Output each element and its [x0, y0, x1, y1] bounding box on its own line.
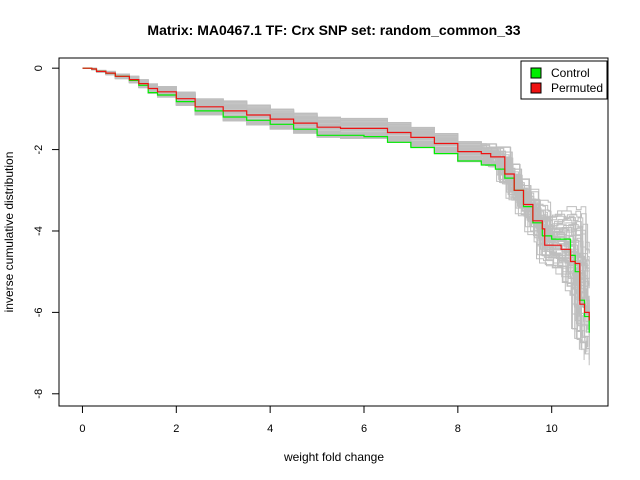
- x-axis: 0 2 4 6 8 10: [79, 405, 558, 435]
- x-tick-label: 8: [455, 423, 461, 435]
- permutation-line: [82, 67, 583, 334]
- permutation-line: [82, 67, 582, 322]
- series-line-permuted: [82, 67, 590, 321]
- legend-swatch-control: [530, 67, 542, 79]
- x-tick-label: 10: [546, 423, 558, 435]
- legend-label-control: Control: [551, 66, 590, 80]
- permutation-line: [82, 67, 590, 366]
- legend: Control Permuted: [520, 60, 608, 100]
- y-axis-label: inverse cumulative distribution: [2, 152, 16, 313]
- chart-title: Matrix: MA0467.1 TF: Crx SNP set: random…: [147, 22, 520, 38]
- legend-swatch-permuted: [530, 82, 542, 94]
- permutation-line: [82, 67, 586, 341]
- y-tick-label: -8: [33, 389, 45, 399]
- x-axis-label: weight fold change: [283, 450, 384, 464]
- legend-label-permuted: Permuted: [551, 81, 603, 95]
- permutation-line: [82, 67, 590, 351]
- x-tick-label: 4: [267, 423, 273, 435]
- y-tick-label: 0: [33, 65, 45, 71]
- x-tick-label: 6: [361, 423, 367, 435]
- permutation-line: [82, 67, 590, 348]
- permutation-line: [82, 67, 585, 360]
- permutation-line: [82, 67, 588, 334]
- permutation-line: [82, 67, 590, 354]
- y-tick-label: -6: [33, 308, 45, 318]
- permutation-line: [82, 67, 588, 353]
- x-tick-label: 0: [79, 423, 85, 435]
- x-tick-label: 2: [173, 423, 179, 435]
- series-lines: [82, 67, 590, 333]
- permutation-line: [82, 67, 590, 280]
- permutation-line: [82, 67, 586, 312]
- permutation-line: [82, 67, 590, 346]
- y-tick-label: -4: [33, 226, 45, 236]
- permutation-lines: [82, 67, 590, 366]
- permutation-line: [82, 67, 586, 285]
- permutation-line: [82, 67, 587, 354]
- y-tick-label: -2: [33, 145, 45, 155]
- permutation-line: [82, 67, 583, 351]
- permutation-line: [82, 67, 582, 349]
- permutation-line: [82, 67, 590, 268]
- y-axis: 0 -2 -4 -6 -8: [33, 65, 60, 399]
- permutation-line: [82, 67, 589, 347]
- permutation-line: [82, 67, 590, 360]
